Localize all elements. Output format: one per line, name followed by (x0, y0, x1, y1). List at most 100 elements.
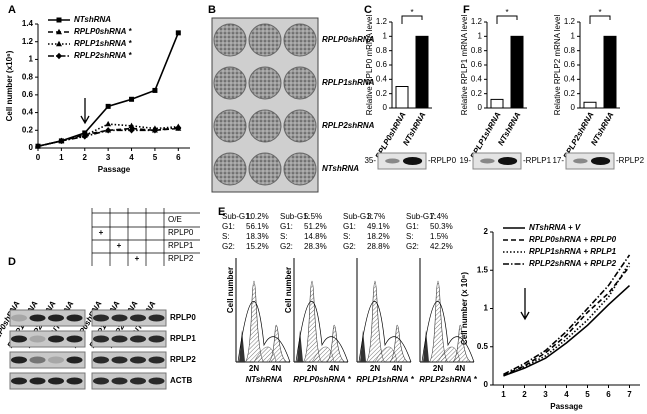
stat: G2: (406, 242, 419, 251)
blot (472, 152, 522, 170)
panel-label: C (364, 4, 372, 16)
annotation: * (410, 8, 413, 17)
blot-size: 35- (364, 156, 376, 165)
marker (35, 143, 41, 150)
x-tick-label: 2 (83, 153, 88, 162)
band (573, 158, 588, 164)
band (66, 377, 83, 385)
bracket (401, 15, 423, 24)
series-line (503, 265, 631, 376)
y-tick-label: 1 (478, 31, 483, 40)
x-axis-label: Passage (98, 165, 131, 174)
panel-label: A (8, 4, 16, 16)
stat: 28.3% (304, 242, 327, 251)
y-tick-label: 0.6 (22, 90, 34, 99)
blot-label: -RPLP1 (523, 156, 552, 165)
y-tick-label: 1 (484, 304, 489, 313)
y-tick-label: 0.2 (471, 89, 483, 98)
y-tick-label: 0.2 (22, 125, 34, 134)
band (148, 356, 165, 364)
bar (415, 35, 429, 109)
blot (91, 330, 167, 348)
marker (56, 17, 62, 23)
y-tick-label: 1.5 (477, 265, 489, 274)
well (283, 66, 317, 100)
marker (128, 127, 135, 134)
x-axis-label: Passage (550, 402, 583, 411)
y-tick-label: 1 (29, 55, 34, 64)
x-tick-label: 4 (564, 390, 569, 399)
y-tick-label: 0.4 (376, 74, 388, 83)
well (283, 23, 317, 57)
row-label: RPLP2shRNA (322, 121, 375, 130)
y-tick-label: 0 (571, 103, 576, 112)
stat: S: (406, 232, 414, 241)
stat: G2: (343, 242, 356, 251)
bar (510, 35, 524, 109)
y-tick-label: 2 (484, 227, 489, 236)
table-mark: + (117, 241, 122, 250)
legend-label: NTshRNA + V (529, 223, 581, 232)
y-tick-label: 1.2 (376, 17, 388, 26)
y-axis-label: Cell number (x10⁶) (5, 50, 14, 121)
stat: 42.2% (430, 242, 453, 251)
band (497, 157, 518, 165)
bar (395, 86, 409, 109)
well (248, 66, 282, 100)
band (111, 377, 128, 385)
marker (56, 40, 62, 47)
y-tick-label: 0.4 (22, 108, 34, 117)
histogram (267, 324, 289, 363)
row-label: RPLP1shRNA (322, 78, 375, 87)
envelope (295, 301, 349, 363)
band (111, 356, 128, 364)
histogram (297, 330, 303, 362)
histogram (388, 324, 410, 363)
table-mark: + (99, 228, 104, 237)
stat: S: (343, 232, 351, 241)
histogram (302, 280, 323, 363)
marker (152, 87, 158, 93)
legend-label: RPLP1shRNA + RPLP1 (529, 247, 617, 256)
stat: G2: (222, 242, 235, 251)
well (283, 109, 317, 143)
stat: 56.1% (246, 222, 269, 231)
panel-label: F (463, 4, 470, 16)
x-tick-label: 5 (585, 390, 590, 399)
marker (175, 124, 182, 131)
envelope (358, 301, 412, 363)
legend-label: RPLP2shRNA * (74, 51, 132, 60)
bar (490, 98, 504, 109)
stat: 14.8% (304, 232, 327, 241)
row-label: RPLP0shRNA (322, 35, 375, 44)
stat: G1: (343, 222, 356, 231)
band (130, 335, 146, 343)
x-tick-label: 6 (606, 390, 611, 399)
y-tick-label: 0 (478, 103, 483, 112)
blot-label: -RPLP2 (616, 156, 645, 165)
band (111, 335, 128, 343)
row-label: NTshRNA (322, 164, 359, 173)
axis-mark: 4N (271, 364, 281, 373)
histogram (451, 324, 473, 363)
blot-label: -RPLP0 (428, 156, 457, 165)
axis-mark: 4N (392, 364, 402, 373)
axis-mark: 2N (249, 364, 259, 373)
blot-label: ACTB (170, 376, 192, 385)
axis-mark: 2N (307, 364, 317, 373)
stat: 10.2% (246, 212, 269, 221)
y-tick-label: 0.2 (564, 89, 576, 98)
band (66, 314, 83, 322)
y-tick-label: 0.6 (376, 60, 388, 69)
legend-label: RPLP1shRNA * (74, 39, 132, 48)
histogram (244, 280, 265, 363)
stat: 50.3% (430, 222, 453, 231)
marker (175, 30, 181, 36)
band (11, 314, 27, 322)
stat: 1.5% (430, 232, 448, 241)
blot (9, 351, 86, 369)
stat: S: (222, 232, 230, 241)
stat: 28.8% (367, 242, 390, 251)
blot (9, 372, 86, 390)
annotation: * (598, 8, 601, 17)
